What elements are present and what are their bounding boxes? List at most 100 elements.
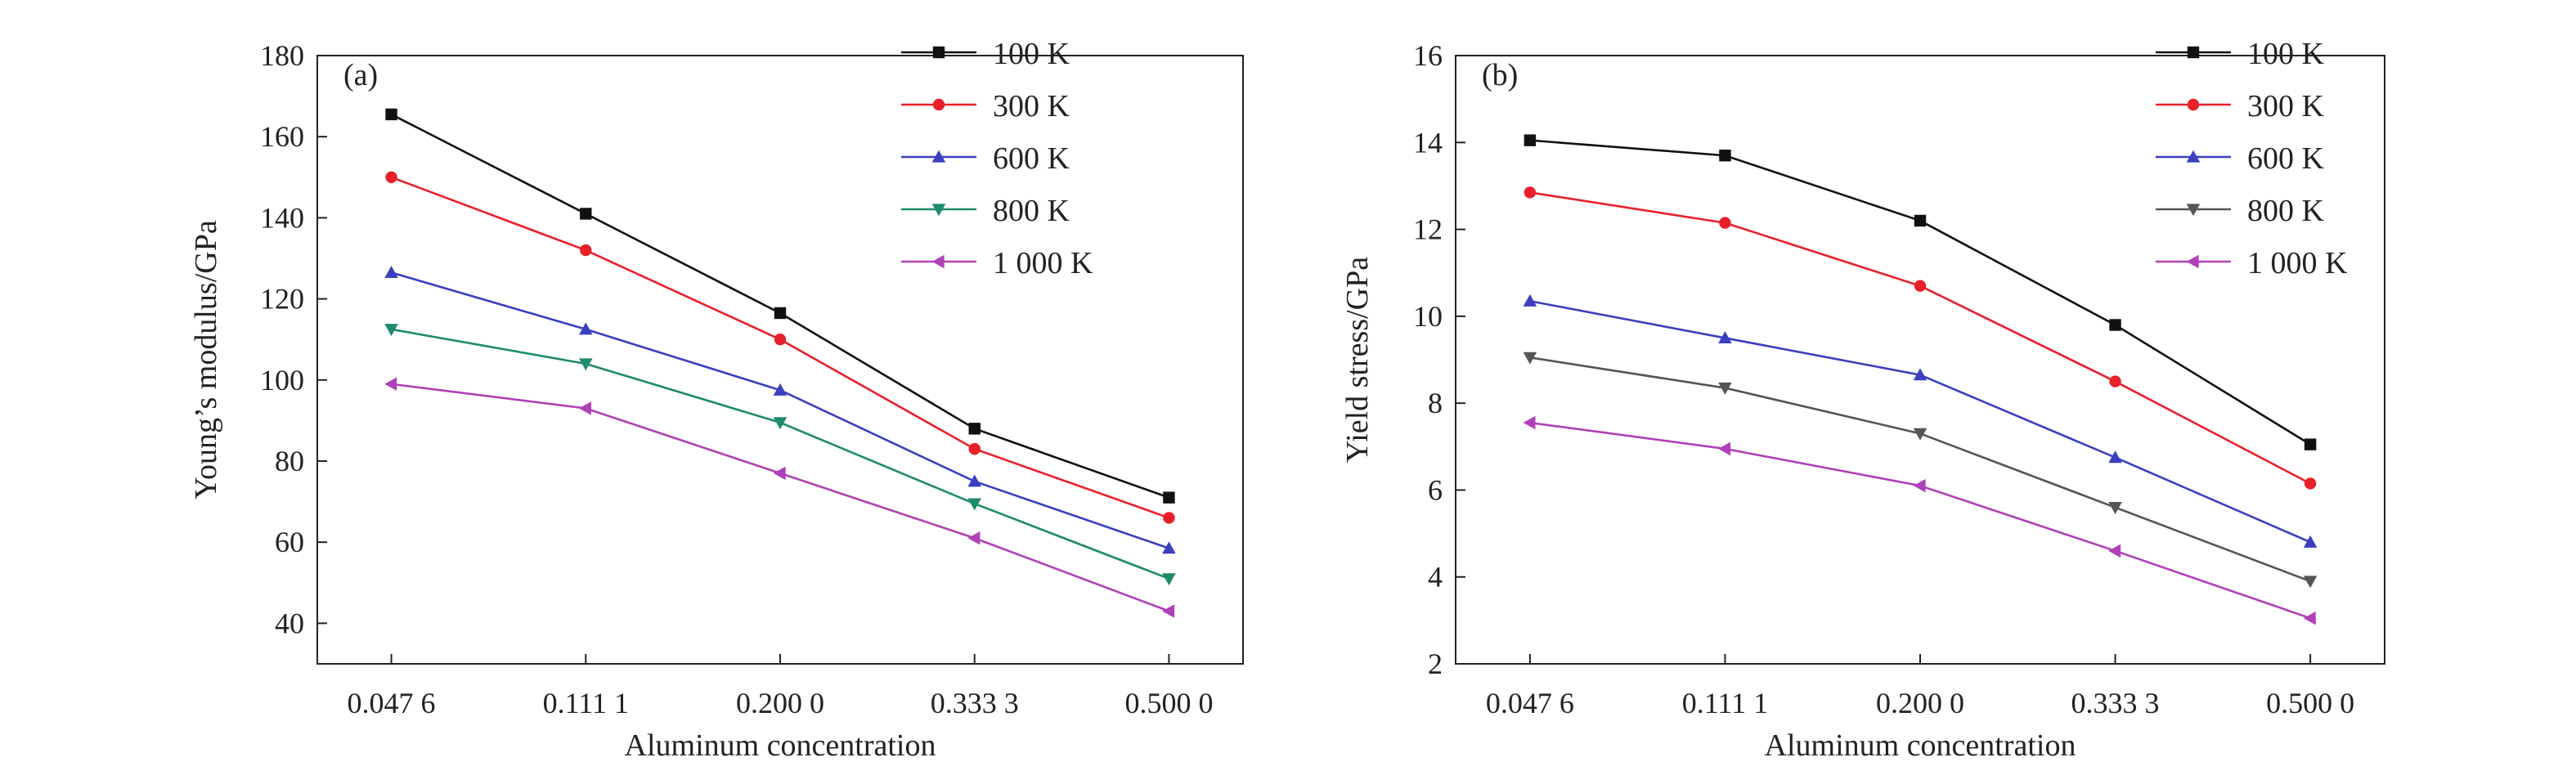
legend-label: 1 000 K [993, 246, 1093, 280]
y-axis-title: Young’s modulus/GPa [189, 220, 223, 500]
y-tick-label: 8 [1428, 387, 1443, 419]
chart-panel-b: 2 4 6 8 10 12 14 16 0.047 6 0.111 1 0.200 0 0.333 3… [1340, 37, 2385, 763]
legend-label: 100 K [2247, 37, 2325, 71]
data-point [967, 474, 981, 487]
data-point [1913, 368, 1928, 381]
y-axis-title: Yield stress/GPa [1340, 257, 1375, 463]
data-point [1718, 331, 1732, 344]
legend-label: 800 K [2247, 194, 2325, 228]
data-point [1523, 415, 1536, 430]
data-point [1718, 382, 1732, 395]
y-tick-label: 180 [260, 39, 304, 72]
x-tick-label: 0.500 0 [2266, 687, 2354, 719]
y-tick-label: 160 [260, 120, 304, 153]
x-tick-label: 0.333 3 [931, 687, 1019, 719]
legend-label: 800 K [993, 194, 1070, 228]
panel-label: (b) [1482, 58, 1518, 92]
data-point [579, 401, 591, 415]
data-point [2304, 438, 2317, 450]
data-point [1913, 478, 1926, 493]
legend-marker [2186, 204, 2201, 217]
data-point [384, 324, 398, 337]
series-line [1529, 356, 2311, 583]
data-point [1719, 217, 1731, 229]
data-point [1524, 186, 1537, 199]
legend-marker [2187, 46, 2200, 59]
x-tick-label: 0.200 0 [736, 687, 824, 719]
data-point [384, 266, 398, 278]
x-tick-label: 0.500 0 [1124, 687, 1213, 719]
legend-label: 100 K [993, 37, 1070, 71]
legend-marker [931, 204, 946, 217]
data-point [1719, 150, 1731, 162]
data-point [1913, 428, 1928, 441]
data-point [1163, 491, 1175, 504]
data-point [1162, 573, 1176, 586]
x-tick-label: 0.333 3 [2071, 687, 2160, 719]
data-point [2304, 477, 2317, 490]
y-tick-label: 2 [1428, 647, 1443, 680]
data-point [774, 307, 787, 320]
y-tick-label: 6 [1428, 473, 1443, 506]
data-point [385, 108, 397, 121]
plot-frame [1455, 55, 2385, 665]
data-point [773, 466, 786, 481]
y-tick-label: 40 [275, 607, 304, 639]
data-point [967, 531, 981, 545]
y-tick-label: 14 [1413, 126, 1443, 159]
data-point [1162, 604, 1175, 618]
legend-label: 1 000 K [2247, 246, 2348, 280]
data-point [579, 358, 593, 371]
x-axis-title: Aluminum concentration [1765, 728, 2076, 763]
data-point [580, 244, 592, 257]
x-tick-label: 0.200 0 [1876, 687, 1964, 719]
y-tick-label: 80 [275, 445, 304, 477]
legend-marker [931, 150, 946, 163]
data-point [968, 423, 981, 435]
legend-marker [2186, 254, 2199, 269]
data-point [579, 322, 593, 335]
legend-marker [2187, 98, 2200, 111]
y-tick-label: 60 [275, 526, 304, 558]
data-point [384, 377, 397, 392]
y-tick-label: 4 [1428, 561, 1443, 594]
data-point [2108, 502, 2122, 514]
x-tick-label: 0.047 6 [1486, 687, 1574, 719]
legend-label: 300 K [2247, 89, 2325, 123]
data-point [2109, 319, 2121, 331]
data-point [2108, 450, 2122, 464]
y-tick-label: 12 [1413, 213, 1443, 246]
data-point [2303, 576, 2318, 589]
data-point [968, 442, 981, 455]
data-point [2109, 375, 2121, 388]
series-line [391, 328, 1169, 580]
x-tick-label: 0.047 6 [348, 687, 436, 719]
legend-marker [931, 254, 945, 269]
data-point [1524, 134, 1537, 146]
y-tick-label: 100 [260, 364, 304, 396]
legend-label: 600 K [2247, 141, 2325, 176]
x-tick-label: 0.111 1 [1682, 687, 1768, 719]
x-tick-label: 0.111 1 [543, 687, 629, 719]
data-point [774, 334, 787, 346]
legend-marker [2186, 150, 2201, 163]
y-tick-label: 16 [1413, 39, 1443, 72]
data-point [1914, 280, 1927, 292]
panel-label: (a) [343, 58, 378, 92]
data-point [1162, 541, 1176, 554]
data-point [1523, 352, 1537, 365]
data-point [2303, 611, 2316, 625]
legend-label: 600 K [993, 141, 1070, 176]
data-point [580, 208, 592, 220]
data-point [1163, 512, 1175, 524]
data-point [2303, 535, 2318, 548]
chart-panel-a: 40 60 80 100 120 140 160 180 0.047 6 0.111 1 0.200… [189, 37, 1244, 763]
y-tick-label: 140 [260, 201, 304, 234]
x-axis-title: Aluminum concentration [625, 728, 936, 763]
data-point [385, 171, 397, 183]
data-point [2108, 544, 2121, 558]
legend-label: 300 K [993, 89, 1070, 123]
series-line [1529, 421, 2311, 620]
y-tick-label: 10 [1413, 300, 1443, 333]
